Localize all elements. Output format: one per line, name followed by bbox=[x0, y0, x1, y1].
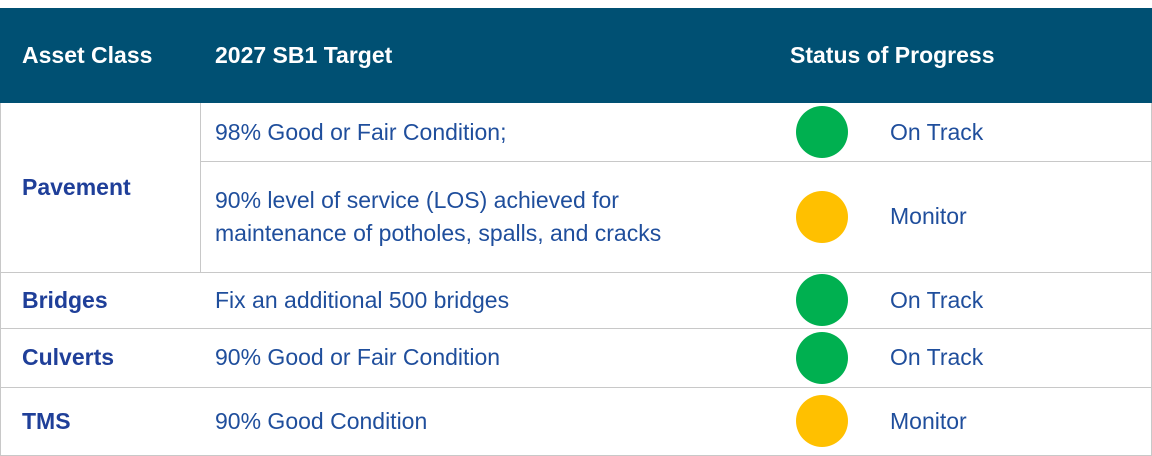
status: On Track bbox=[890, 286, 984, 313]
target: 98% Good or Fair Condition; bbox=[215, 118, 507, 145]
target: 90% Good Condition bbox=[215, 407, 428, 434]
border bbox=[0, 328, 1152, 329]
status-indicator bbox=[796, 395, 848, 447]
border bbox=[0, 387, 1152, 388]
asset-class: Pavement bbox=[22, 174, 131, 200]
asset-class: Culverts bbox=[22, 344, 115, 370]
status: On Track bbox=[890, 344, 984, 370]
asset-class: TMS bbox=[22, 407, 71, 434]
status-indicator bbox=[796, 274, 848, 326]
table-header bbox=[0, 8, 1152, 103]
column-header: Status of Progress bbox=[790, 42, 995, 68]
column-header: 2027 SB1 Target bbox=[215, 42, 393, 68]
target: 90% Good or Fair Condition bbox=[215, 344, 501, 370]
target: Fix an additional 500 bridges bbox=[215, 286, 510, 313]
border bbox=[0, 272, 1152, 273]
border bbox=[200, 103, 201, 272]
status: On Track bbox=[890, 118, 984, 145]
border bbox=[200, 161, 1152, 162]
status-indicator bbox=[796, 106, 848, 158]
target: 90% level of service (LOS) achieved for … bbox=[215, 186, 662, 246]
border bbox=[0, 103, 1, 455]
column-header: Asset Class bbox=[22, 42, 153, 68]
status: Monitor bbox=[890, 407, 967, 434]
status-indicator bbox=[796, 190, 848, 243]
status-indicator bbox=[796, 331, 848, 384]
asset-class: Bridges bbox=[22, 286, 108, 313]
status: Monitor bbox=[890, 203, 967, 229]
